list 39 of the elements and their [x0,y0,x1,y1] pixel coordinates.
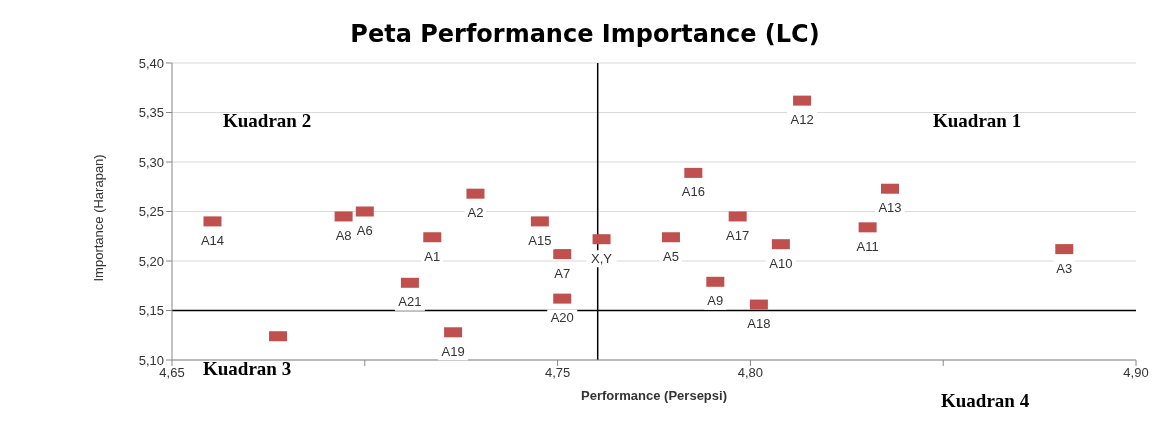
annotation: Kuadran 1 [933,110,1022,132]
x-tick-label: 4,80 [737,365,764,381]
annotation: X,Y [591,250,613,266]
annotation: A14 [200,232,225,248]
y-axis-title: Importance (Harapan) [90,154,106,282]
annotation: A8 [335,227,352,243]
annotation: A11 [856,238,879,254]
annotation: A5 [663,248,679,264]
annotation: Kuadran 3 [203,358,292,380]
annotation: A15 [528,232,552,248]
x-tick-label: 4,65 [159,365,185,381]
annotation: A3 [1056,260,1073,276]
y-tick-label: 5,25 [138,204,164,220]
annotation: A12 [790,112,814,128]
annotation: Kuadran 2 [223,110,312,132]
annotation: A18 [747,316,771,331]
annotation: A2 [467,205,484,221]
annotation: A7 [554,265,571,281]
x-tick-label: 4,90 [1123,365,1149,381]
annotation: A16 [681,184,705,200]
annotation: A21 [398,294,422,310]
text: Kuadran 4 [941,390,1030,412]
x-tick-label: 4,75 [544,365,571,381]
annotation: A13 [878,200,902,216]
y-tick-label: 5,10 [138,352,164,368]
y-tick-label: 5,30 [138,154,164,170]
y-tick-label: 5,40 [138,55,164,71]
y-tick-label: 5,20 [138,253,164,269]
annotation: A20 [550,310,574,326]
x-axis-title: Performance (Persepsi) [581,388,727,403]
annotation: A10 [769,255,793,271]
annotation: A6 [356,222,373,238]
chart-title: Peta Performance Importance (LC) [349,20,821,48]
y-tick-label: 5,35 [138,105,164,121]
y-tick-label: 5,15 [138,303,164,319]
annotation: A1 [424,248,441,264]
annotation: A19 [441,343,465,359]
annotation: A9 [707,293,724,309]
annotation: A17 [726,227,750,243]
